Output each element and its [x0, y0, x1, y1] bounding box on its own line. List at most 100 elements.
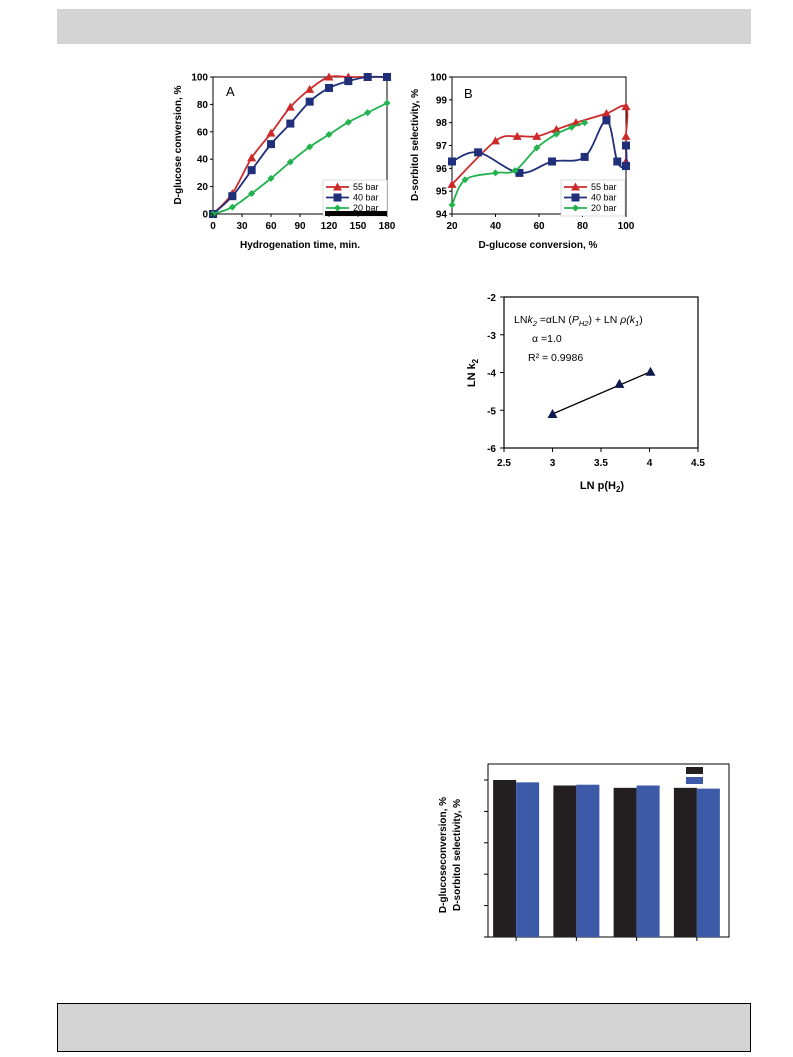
y-tick-label: 96: [436, 164, 448, 175]
x-tick-label: 4.5: [691, 458, 705, 469]
x-tick-label: 4: [647, 458, 653, 469]
chart-ln-k2: 2.5 3 3.5 4 4.5 -6 -5 -4 -3 -2 LNk2 =αLN (PH2) + …: [466, 293, 705, 494]
data-point: [581, 119, 589, 127]
data-point: [461, 176, 469, 184]
y-tick-label: 100: [191, 73, 208, 84]
data-point: [344, 118, 352, 126]
plot-area: [487, 763, 730, 938]
x-axis-title-b: D-glucose conversion, %: [479, 240, 598, 251]
data-point: [247, 153, 257, 162]
y-axis-title-d-line2: D-sorbitol selectivity, %: [452, 799, 463, 911]
data-point: [601, 109, 611, 118]
legend-label: 20 bar: [353, 203, 379, 213]
series-line-20-bar: [212, 102, 388, 215]
y-tick-label: 0: [202, 210, 208, 221]
data-point: [267, 174, 275, 182]
data-point: [614, 378, 625, 388]
y-tick-label: 94: [436, 210, 448, 221]
y-axis-title-b: D-sorbitol selectivity, %: [410, 89, 421, 201]
legend-label: 55 bar: [353, 182, 379, 192]
data-point: [621, 102, 631, 111]
y-tick-label: 100: [430, 73, 447, 84]
legend-swatch-blue: [686, 777, 703, 784]
panel-label-b: B: [464, 86, 473, 101]
y-tick-label: -4: [487, 369, 496, 380]
data-point: [474, 148, 483, 157]
alpha-label: α =1.0: [532, 333, 562, 345]
legend-marker: [572, 204, 579, 212]
bar: [696, 788, 720, 937]
data-point: [266, 128, 276, 137]
x-tick-label: 3.5: [594, 458, 608, 469]
data-point: [511, 167, 519, 175]
y-tick-label: 80: [197, 100, 209, 111]
x-tick-label: 150: [350, 221, 367, 232]
legend-underline: [325, 211, 387, 216]
legend-label: 40 bar: [353, 193, 379, 203]
bar: [576, 784, 600, 937]
data-point: [447, 179, 457, 188]
y-tick-label: 20: [197, 182, 209, 193]
legend-marker: [333, 193, 342, 202]
data-point: [344, 77, 353, 86]
chart-panel-a: 0 30 60 90 120 150 180 0 20 40 60 80 100 A Hydrogena…: [173, 72, 396, 251]
x-tick-label: 90: [294, 221, 306, 232]
legend-swatch-dark: [686, 767, 703, 774]
data-point: [363, 73, 372, 81]
series-line-55-bar: [212, 75, 387, 215]
data-point: [622, 141, 630, 150]
x-tick-label: 80: [577, 221, 589, 232]
y-tick-label: -5: [487, 406, 496, 417]
data-point: [532, 131, 542, 140]
series-line-55-bar: [451, 104, 629, 185]
data-point: [305, 84, 315, 93]
data-point: [247, 166, 256, 175]
data-point: [613, 157, 622, 166]
data-point: [512, 131, 522, 140]
y-axis-title-c: LN k2: [466, 358, 480, 387]
x-axis-title-a: Hydrogenation time, min.: [240, 240, 360, 251]
data-point: [580, 152, 589, 161]
x-tick-label: 20: [446, 221, 458, 232]
data-point: [551, 125, 561, 134]
y-tick-label: 95: [436, 187, 448, 198]
data-point: [492, 169, 499, 177]
y-tick-label: -6: [487, 444, 496, 455]
equation-label: LNk2 =αLN (PH2) + LN ρ(k1): [514, 314, 643, 328]
y-axis-title-d-line1: D-glucoseconversion, %: [438, 797, 449, 913]
y-axis-title-a: D-glucose conversion, %: [173, 85, 184, 204]
data-point: [448, 157, 456, 166]
data-point: [548, 157, 557, 166]
data-point: [552, 130, 560, 138]
data-point: [228, 192, 237, 201]
bar: [673, 787, 697, 937]
y-tick-label: -2: [487, 293, 496, 304]
y-tick-label: 60: [197, 127, 209, 138]
data-point: [622, 162, 630, 171]
data-point: [324, 72, 334, 81]
x-tick-label: 40: [490, 221, 502, 232]
chart-panel-b: 20 40 60 80 100 94 95 96 97 98 99 100 B D-glucose c…: [410, 73, 635, 252]
bar: [493, 780, 517, 937]
data-point: [645, 366, 656, 376]
panel-label-a: A: [226, 84, 235, 99]
bar: [636, 785, 660, 937]
data-point: [568, 123, 576, 131]
data-point: [285, 102, 295, 111]
data-point: [533, 144, 541, 152]
data-point: [306, 143, 314, 151]
page-header-band: [57, 9, 751, 44]
x-axis-title-c: LN p(H2): [580, 480, 625, 494]
data-point: [448, 201, 456, 209]
y-tick-label: 97: [436, 141, 448, 152]
bar: [553, 785, 577, 937]
legend-label: 40 bar: [591, 193, 617, 203]
x-tick-label: 60: [265, 221, 277, 232]
series-line-40-bar: [212, 75, 388, 215]
data-point: [547, 409, 558, 419]
page-footer-box: [57, 1003, 751, 1052]
legend-label: 55 bar: [591, 182, 617, 192]
y-tick-label: 99: [436, 95, 448, 106]
x-tick-label: 120: [321, 221, 338, 232]
